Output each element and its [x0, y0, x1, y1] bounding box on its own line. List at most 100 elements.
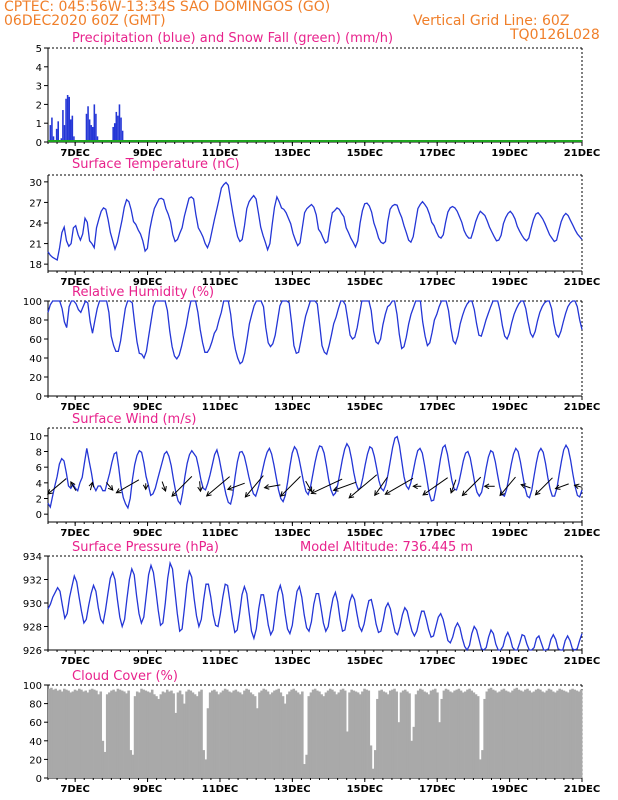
cloud-bar: [316, 690, 319, 778]
cloud-bar: [277, 688, 281, 778]
cloud-bar: [157, 698, 160, 778]
y-tick-label: 932: [23, 576, 42, 587]
wind-arrow: [374, 476, 388, 496]
precip-bar: [71, 115, 74, 142]
y-tick-label: 0: [36, 138, 42, 149]
cloud-bar: [247, 689, 250, 778]
cloud-bar: [485, 691, 489, 778]
x-tick-label: 21DEC: [564, 402, 600, 413]
cloud-bar: [191, 692, 195, 778]
cloud-bar: [481, 750, 484, 778]
precip-bar: [62, 110, 64, 142]
cloud-bar: [348, 692, 351, 778]
x-tick-label: 21DEC: [564, 277, 600, 288]
cloud-bar: [476, 696, 480, 778]
wind-arrow: [70, 481, 77, 491]
cloud-bar: [185, 691, 188, 778]
cloud-bar: [108, 692, 111, 778]
cloud-bar: [541, 691, 544, 778]
cloud-bar: [378, 690, 381, 778]
cloud-bar: [153, 694, 156, 778]
precip-bar: [55, 128, 58, 142]
wind-arrow: [422, 477, 448, 496]
cloud-bar: [146, 691, 150, 778]
cloud-bar: [82, 691, 85, 778]
cloud-bar: [180, 694, 184, 778]
cloud-bar: [431, 689, 435, 778]
cloud-bar: [453, 690, 456, 778]
model-altitude-label: Model Altitude: 736.445 m: [300, 540, 473, 555]
y-tick-label: 5: [36, 44, 42, 55]
cloud-bar: [346, 731, 349, 778]
wind-arrow: [161, 481, 167, 492]
wind-arrow-head: [161, 485, 167, 492]
cloud-bar: [63, 688, 66, 778]
y-tick-label: 40: [29, 354, 42, 365]
cloud-bar: [217, 694, 220, 778]
cloud-bar: [110, 690, 113, 778]
wind-arrow-head: [279, 491, 286, 497]
x-tick-label: 13DEC: [274, 277, 310, 288]
precip-bar: [57, 121, 59, 142]
wind-arrow-head: [142, 484, 149, 491]
cloud-bar: [414, 694, 418, 778]
x-tick-label: 21DEC: [564, 656, 600, 667]
cloud-bar: [569, 689, 572, 778]
wind-arrow: [89, 482, 93, 491]
wind-arrow-head: [332, 486, 339, 492]
cloud-bar: [172, 693, 175, 778]
cloud-bar: [88, 689, 92, 778]
y-tick-label: 4: [36, 63, 42, 74]
cloud-bar: [532, 691, 536, 778]
cloud-bar: [133, 696, 137, 778]
cloud-bar: [58, 689, 62, 778]
precip-bar: [120, 117, 122, 142]
cloud-bar: [343, 690, 347, 778]
cloud-bar: [200, 689, 203, 778]
x-tick-label: 15DEC: [347, 277, 383, 288]
cloud-bar: [142, 689, 145, 778]
x-tick-label: 7DEC: [60, 656, 89, 667]
panel-title: Surface Temperature (nC): [72, 157, 240, 172]
cloud-bar: [105, 694, 109, 778]
panel-title: Surface Wind (m/s): [72, 412, 196, 427]
x-tick-label: 15DEC: [347, 528, 383, 539]
cloud-bar: [386, 694, 390, 778]
cloud-bar: [549, 689, 553, 778]
x-tick-label: 19DEC: [491, 148, 527, 159]
y-tick-label: 21: [29, 240, 42, 251]
cloud-bar: [436, 692, 439, 778]
cloud-bar: [148, 692, 152, 778]
cloud-bar: [513, 688, 516, 778]
wind-arrow-head: [244, 492, 251, 498]
y-tick-label: 80: [29, 700, 42, 711]
cloud-bar: [489, 687, 493, 778]
y-tick-label: 8: [36, 448, 42, 459]
cloud-bar: [165, 689, 169, 778]
y-tick-label: 100: [23, 297, 42, 308]
precip-bar: [68, 96, 70, 142]
cloud-bar: [536, 688, 540, 778]
cloud-bar: [127, 690, 130, 778]
cloud-bar: [286, 694, 289, 778]
cloud-bar: [221, 690, 225, 778]
wind-arrow: [450, 479, 457, 494]
cloud-bar: [412, 726, 416, 778]
cloud-bar: [354, 691, 358, 778]
cloud-bar: [328, 688, 332, 778]
cloud-bar: [288, 691, 291, 778]
y-tick-label: 1: [36, 119, 42, 130]
wind-arrow: [227, 482, 245, 490]
cloud-bar: [457, 688, 461, 778]
cloud-bar: [281, 696, 285, 778]
wind-arrow: [199, 481, 201, 492]
precip-bar: [115, 111, 118, 142]
x-tick-label: 7DEC: [60, 402, 89, 413]
wind-arrow: [348, 474, 378, 499]
y-tick-label: 0: [36, 774, 42, 785]
cloud-bar: [232, 690, 235, 778]
cloud-bar: [144, 690, 148, 778]
cloud-bar: [125, 693, 128, 778]
cloud-bar: [369, 745, 373, 778]
cloud-bar: [459, 690, 463, 778]
